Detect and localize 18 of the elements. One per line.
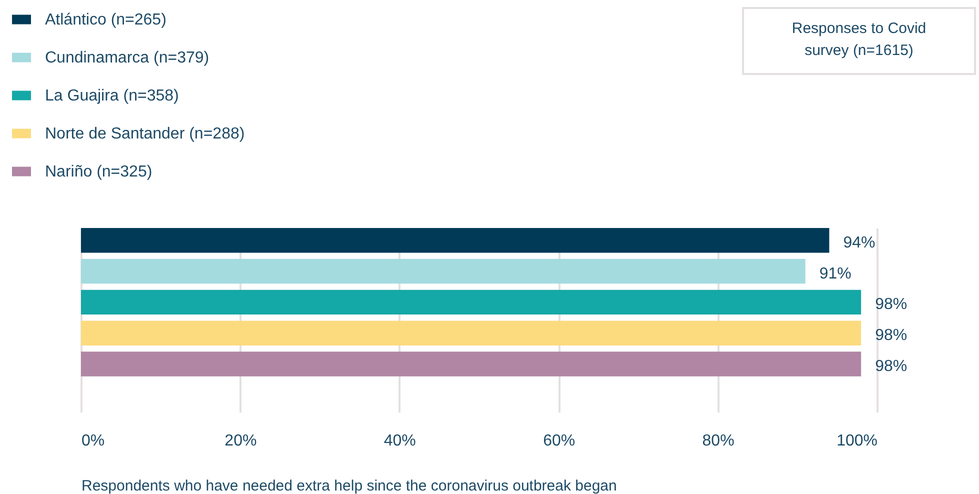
x-tick-label: 80% xyxy=(702,432,734,450)
legend-label: La Guajira (n=358) xyxy=(45,88,179,104)
x-tick-label: 60% xyxy=(543,432,576,450)
legend-label: Nariño (n=325) xyxy=(45,164,152,180)
x-tick-label: 20% xyxy=(224,432,257,450)
data-label: 98% xyxy=(875,296,908,314)
x-axis-title: Respondents who have needed extra help since the coronavirus outbreak began xyxy=(82,478,617,494)
text: Responses to Covid survey (n=1615) xyxy=(742,7,976,75)
legend-label: Cundinamarca (n=379) xyxy=(45,50,210,66)
x-tick-label: 40% xyxy=(384,432,416,450)
legend-label: Norte de Santander (n=288) xyxy=(45,126,245,142)
data-label: 98% xyxy=(875,358,908,376)
legend-label: Atlántico (n=265) xyxy=(45,12,166,28)
data-label: 91% xyxy=(819,265,852,282)
data-label: 98% xyxy=(875,327,908,344)
data-label: 94% xyxy=(843,234,876,252)
x-tick-label: 100% xyxy=(836,432,878,450)
x-tick-label: 0% xyxy=(82,432,105,450)
